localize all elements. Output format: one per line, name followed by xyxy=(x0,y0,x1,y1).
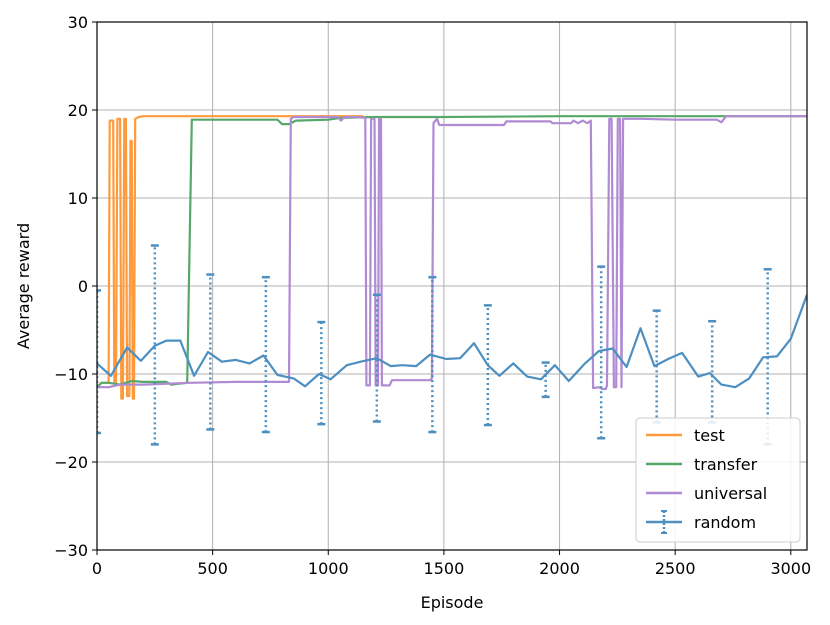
legend-label-test: test xyxy=(694,426,725,445)
y-tick-label: 0 xyxy=(78,277,88,296)
series-line-random xyxy=(97,294,807,389)
x-tick-label: 0 xyxy=(92,559,102,578)
y-tick-label: 10 xyxy=(68,189,88,208)
y-tick-label: −10 xyxy=(54,365,88,384)
x-tick-label: 3000 xyxy=(770,559,811,578)
x-tick-label: 1000 xyxy=(308,559,349,578)
series-line-universal xyxy=(97,115,807,391)
x-axis-label: Episode xyxy=(421,593,484,612)
legend-label-random: random xyxy=(694,513,756,532)
y-tick-label: 20 xyxy=(68,101,88,120)
legend: test transfer universal random xyxy=(635,417,801,543)
series-line-transfer xyxy=(97,115,807,388)
y-axis-label: Average reward xyxy=(14,223,33,349)
series-line-test xyxy=(97,115,363,400)
plot-area xyxy=(97,115,807,446)
legend-label-universal: universal xyxy=(694,484,767,503)
axis-ticks: 0 500 1000 1500 2000 2500 3000 −30 −20 −10 0 10 20 30 xyxy=(54,13,811,578)
x-tick-label: 500 xyxy=(197,559,228,578)
y-tick-label: 30 xyxy=(68,13,88,32)
x-tick-label: 2000 xyxy=(539,559,580,578)
x-tick-label: 2500 xyxy=(655,559,696,578)
legend-label-transfer: transfer xyxy=(694,455,758,474)
x-tick-label: 1500 xyxy=(424,559,465,578)
y-tick-label: −30 xyxy=(54,541,88,560)
legend-box xyxy=(635,417,801,543)
y-tick-label: −20 xyxy=(54,453,88,472)
